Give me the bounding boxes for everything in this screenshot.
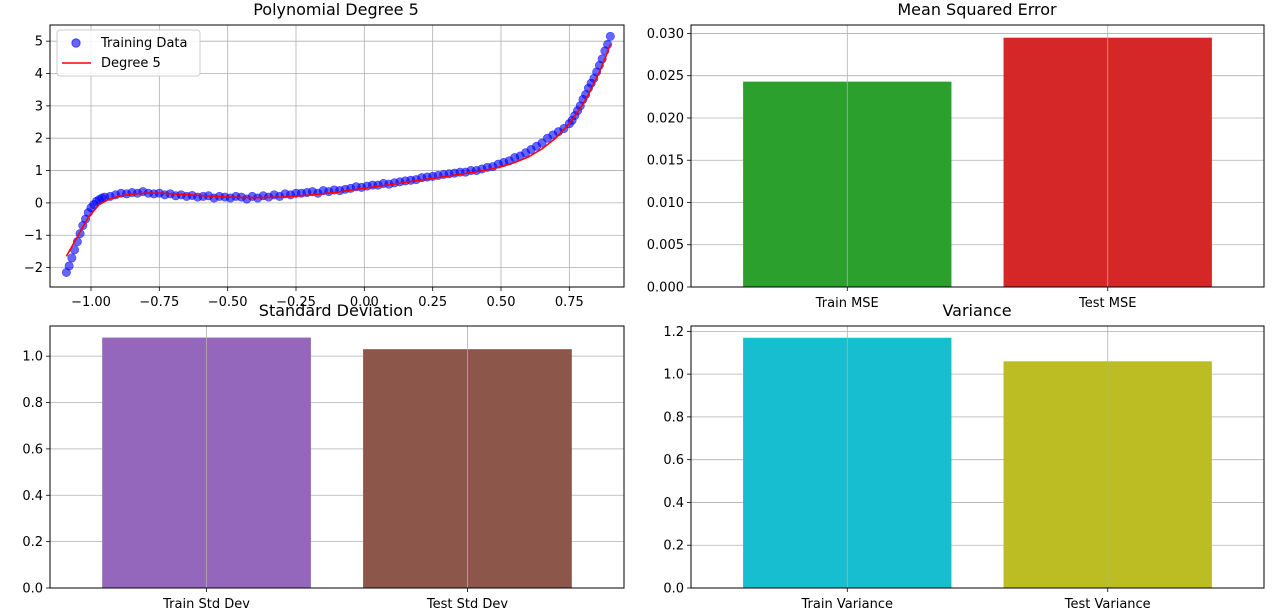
y-tick-label: 0.030 <box>647 27 684 42</box>
y-tick-label: 0.8 <box>663 410 684 425</box>
y-tick-label: 4 <box>35 67 43 82</box>
chart-std-dev: 0.0 0.2 0.4 0.6 0.8 1.0 Train Std Dev Test Std … <box>22 301 625 612</box>
legend-label: Training Data <box>100 36 187 51</box>
scatter-point <box>605 31 615 41</box>
x-tick-label: Train Std Dev <box>162 597 250 612</box>
y-tick-label: 1.2 <box>663 325 684 340</box>
y-tick-label: 0.6 <box>22 442 43 457</box>
y-tick-label: 0.2 <box>22 535 43 550</box>
y-tick-label: 1.0 <box>22 350 43 365</box>
x-tick-label: Test Variance <box>1064 597 1151 612</box>
y-tick-label: 0.020 <box>647 111 684 126</box>
chart-title: Variance <box>942 301 1011 320</box>
y-tick-label: 0.4 <box>663 496 684 511</box>
x-tick-label: 0.50 <box>487 295 516 310</box>
scatter-point <box>603 39 613 49</box>
x-tick-label: 0.75 <box>555 295 584 310</box>
y-tick-label: 1 <box>35 164 43 179</box>
x-tick-label: Test MSE <box>1078 296 1136 311</box>
y-tick-label: 0.010 <box>647 196 684 211</box>
axes-frame <box>49 24 625 288</box>
y-tick-label: 0.6 <box>663 453 684 468</box>
scatter-point <box>64 261 74 271</box>
x-tick-label: 0.25 <box>418 295 447 310</box>
scatter-point <box>67 253 77 263</box>
y-tick-label: 5 <box>35 35 43 50</box>
legend-marker-scatter <box>71 38 81 48</box>
y-tick-label: 0.4 <box>22 489 43 504</box>
y-tick-label: −1 <box>24 229 43 244</box>
axes-frame <box>49 325 625 589</box>
x-tick-label: Train MSE <box>815 296 879 311</box>
chart-title: Standard Deviation <box>259 301 413 320</box>
chart-mse: 0.000 0.005 0.010 0.015 0.020 0.025 0.030 Train… <box>647 0 1265 311</box>
y-tick-label: −2 <box>24 261 43 276</box>
y-tick-label: 0.015 <box>647 154 684 169</box>
y-tick-label: 0.025 <box>647 69 684 84</box>
legend: Training Data Degree 5 <box>56 29 201 77</box>
chart-title: Mean Squared Error <box>897 0 1057 19</box>
legend-label: Degree 5 <box>101 56 161 71</box>
y-tick-label: 0.0 <box>22 582 43 597</box>
chart-polynomial-fit: −2 −1 0 1 2 3 4 5 −1.00 −0.75 −0.50 −0.25 0.00 0.25 0.… <box>24 0 625 310</box>
axes-frame <box>690 24 1265 288</box>
y-tick-label: 1.0 <box>663 368 684 383</box>
y-tick-label: 0.005 <box>647 238 684 253</box>
y-tick-label: 0.2 <box>663 539 684 554</box>
y-tick-label: 0.8 <box>22 396 43 411</box>
x-tick-label: −0.75 <box>139 295 179 310</box>
y-tick-label: 3 <box>35 99 43 114</box>
x-tick-label: Test Std Dev <box>426 597 508 612</box>
x-tick-label: −0.25 <box>276 295 316 310</box>
x-tick-label: Train Variance <box>801 597 893 612</box>
chart-title: Polynomial Degree 5 <box>253 0 419 19</box>
y-tick-label: 2 <box>35 132 43 147</box>
y-tick-label: 0 <box>35 196 43 211</box>
chart-variance: 0.0 0.2 0.4 0.6 0.8 1.0 1.2 Train Variance Test … <box>663 301 1265 612</box>
axes-frame <box>690 325 1265 589</box>
x-tick-label: −1.00 <box>71 295 111 310</box>
fit-line <box>65 44 612 257</box>
y-tick-label: 0.0 <box>663 582 684 597</box>
legend-box <box>56 29 201 77</box>
y-tick-label: 0.000 <box>647 281 684 296</box>
x-tick-label: −0.50 <box>208 295 248 310</box>
x-tick-label: 0.00 <box>350 295 379 310</box>
